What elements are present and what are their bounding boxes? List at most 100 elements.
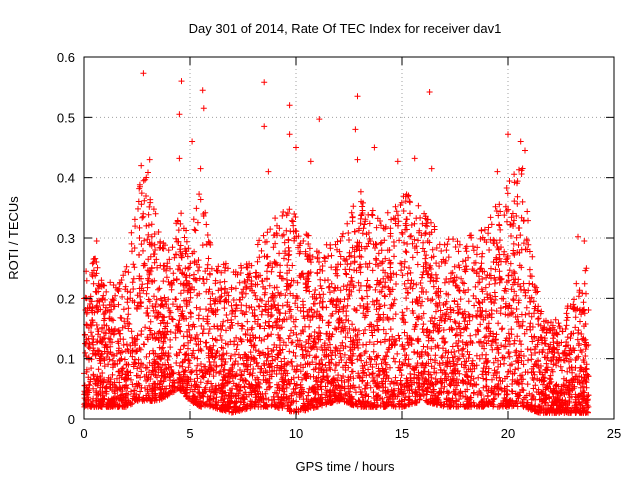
data-point — [163, 365, 170, 372]
data-point — [485, 320, 492, 327]
data-point — [199, 389, 206, 396]
data-point — [176, 246, 183, 253]
data-point — [367, 284, 374, 291]
data-point — [434, 321, 441, 328]
data-point — [306, 352, 313, 359]
data-point — [570, 330, 577, 337]
data-point — [252, 269, 259, 276]
data-point — [181, 351, 188, 358]
data-point — [424, 388, 430, 395]
data-point — [224, 379, 230, 386]
data-point — [317, 336, 324, 343]
data-point — [256, 254, 263, 261]
data-point — [438, 258, 445, 265]
data-point — [349, 244, 356, 251]
data-point — [177, 248, 184, 255]
data-point — [502, 304, 509, 311]
data-point — [483, 340, 490, 347]
data-point — [119, 349, 126, 355]
data-point — [495, 246, 502, 253]
data-point — [546, 395, 553, 402]
data-point — [274, 222, 280, 229]
data-point — [364, 293, 371, 300]
data-point — [240, 360, 247, 367]
data-point — [504, 218, 510, 225]
data-point — [325, 253, 332, 260]
data-point — [264, 345, 271, 352]
data-point — [218, 344, 225, 351]
data-point — [286, 248, 293, 254]
data-point — [325, 359, 332, 366]
data-point — [309, 359, 316, 366]
data-point — [404, 241, 411, 247]
data-point — [350, 203, 357, 210]
data-point — [237, 335, 244, 342]
data-point — [551, 332, 557, 339]
data-point — [450, 388, 457, 395]
data-point — [486, 247, 493, 253]
data-point — [481, 334, 488, 341]
data-point — [89, 273, 96, 280]
data-point — [261, 336, 268, 343]
data-point — [333, 264, 339, 270]
data-point — [373, 281, 380, 288]
data-point — [273, 344, 280, 351]
data-point — [105, 326, 112, 333]
data-point — [355, 370, 362, 377]
data-point — [317, 313, 323, 319]
data-point — [510, 296, 517, 303]
data-point — [433, 308, 439, 315]
data-point — [203, 400, 210, 407]
data-point — [550, 361, 557, 368]
data-point — [155, 229, 162, 235]
data-point — [134, 332, 141, 339]
data-point — [549, 345, 556, 352]
data-point — [286, 348, 293, 355]
data-point — [299, 376, 305, 383]
data-point — [477, 321, 484, 328]
data-point — [294, 279, 301, 286]
data-point — [251, 342, 258, 349]
data-point — [529, 338, 536, 345]
data-point — [398, 267, 405, 274]
data-point — [125, 325, 132, 332]
data-point — [291, 237, 298, 244]
data-point — [143, 310, 150, 316]
data-point — [520, 240, 527, 247]
data-point — [440, 335, 447, 342]
data-point — [362, 312, 369, 319]
data-point — [409, 390, 416, 397]
data-point — [414, 374, 420, 381]
data-point — [219, 377, 226, 384]
data-point — [223, 296, 230, 303]
data-point — [135, 356, 142, 363]
data-point — [416, 294, 423, 301]
data-point — [95, 288, 102, 295]
data-point — [535, 315, 542, 322]
data-point — [285, 252, 292, 259]
data-point — [270, 347, 277, 353]
data-point — [415, 338, 422, 345]
data-point — [92, 351, 99, 358]
data-point — [107, 330, 114, 337]
data-point — [120, 272, 127, 279]
data-point — [117, 314, 124, 321]
data-point — [317, 400, 324, 407]
data-point — [378, 360, 385, 367]
data-point — [504, 253, 511, 259]
data-point — [579, 336, 586, 343]
data-point — [353, 342, 360, 349]
data-point — [577, 364, 584, 371]
data-point — [157, 295, 164, 302]
data-point — [520, 280, 527, 287]
data-point — [266, 375, 273, 382]
data-point — [377, 279, 384, 285]
data-point — [438, 385, 445, 392]
data-point — [100, 401, 107, 408]
data-point — [290, 349, 297, 356]
data-point — [445, 254, 452, 261]
data-point — [312, 295, 318, 302]
data-point — [268, 312, 275, 318]
data-point — [395, 222, 401, 229]
data-point — [260, 372, 267, 379]
